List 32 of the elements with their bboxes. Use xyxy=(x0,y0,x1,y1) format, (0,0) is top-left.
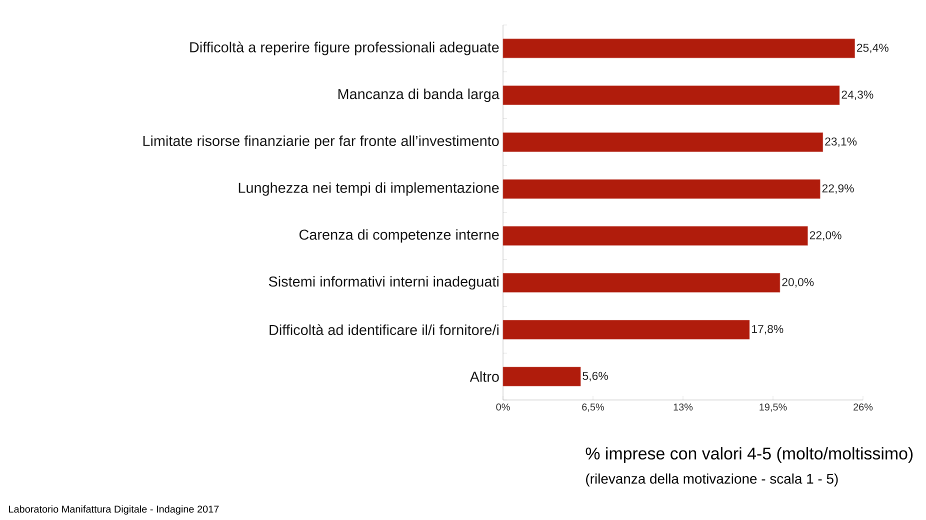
bar xyxy=(502,132,824,152)
data-label: 23,1% xyxy=(825,137,857,147)
data-label: 22,0% xyxy=(810,231,842,241)
data-label: 20,0% xyxy=(782,278,814,288)
x-tick-label: 0% xyxy=(496,404,510,411)
x-tick-label: 19,5% xyxy=(760,404,787,412)
x-tick-label: 26% xyxy=(854,404,873,411)
data-label: 5,6% xyxy=(582,372,608,382)
bar xyxy=(502,366,581,386)
y-tick-label: Mancanza di banda larga xyxy=(338,88,500,102)
y-tick-label: Altro xyxy=(470,371,499,382)
data-label: 22,9% xyxy=(822,184,854,194)
y-tick-label: Limitate risorse finanziarie per far fronte all’investimento xyxy=(143,135,499,149)
bar xyxy=(502,320,750,340)
data-label: 24,3% xyxy=(842,90,874,100)
x-tick-label: 13% xyxy=(674,404,693,411)
bar xyxy=(502,179,820,199)
x-axis-title: % imprese con valori 4-5 (molto/moltissimo) xyxy=(586,447,913,463)
y-tick-label: Carenza di competenze interne xyxy=(299,229,499,243)
text: Laboratorio Manifattura Digitale - Indagine 2017 xyxy=(9,505,219,515)
bar xyxy=(502,38,855,58)
y-tick-label: Lunghezza nei tempi di implementazione xyxy=(238,182,499,196)
y-tick-label: Sistemi informativi interni inadeguati xyxy=(268,276,498,290)
text: (rilevanza della motivazione - scala 1 - 5) xyxy=(586,473,838,486)
x-tick-label: 6,5% xyxy=(582,404,604,412)
data-label: 25,4% xyxy=(856,44,888,54)
bar xyxy=(502,226,808,246)
y-tick-label: Difficoltà a reperire figure professionali adeguate xyxy=(190,42,499,56)
bar xyxy=(502,273,780,292)
data-label: 17,8% xyxy=(752,324,784,334)
y-tick-label: Difficoltà ad identificare il/i fornitore/i xyxy=(270,324,498,336)
bar xyxy=(502,86,840,106)
